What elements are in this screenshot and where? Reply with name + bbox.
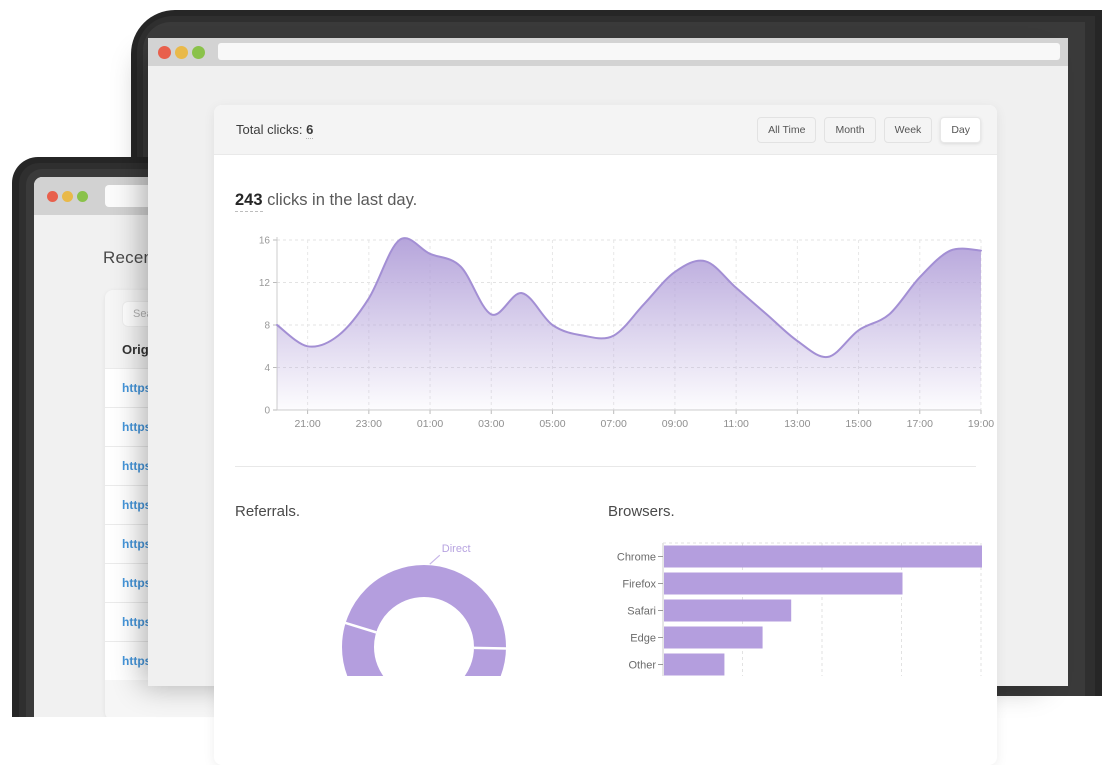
back-window-traffic-lights xyxy=(47,177,88,215)
front-window-traffic-lights xyxy=(158,38,205,66)
bar-category-label: Other xyxy=(628,660,656,672)
referrals-title: Referrals. xyxy=(235,503,301,520)
donut-label-leader xyxy=(429,554,441,565)
x-axis-tick-label: 01:00 xyxy=(417,418,443,430)
area-series-fill xyxy=(277,238,981,410)
short-link[interactable]: https: xyxy=(122,654,156,668)
zoom-icon[interactable] xyxy=(192,45,205,59)
minimize-icon[interactable] xyxy=(175,45,188,59)
filter-button-week[interactable]: Week xyxy=(883,116,933,143)
short-link[interactable]: https: xyxy=(122,537,156,551)
x-axis-tick-label: 09:00 xyxy=(662,418,688,430)
close-icon[interactable] xyxy=(47,190,58,202)
x-axis-tick-label: 19:00 xyxy=(968,418,994,430)
clicks-headline: 243 clicks in the last day. xyxy=(235,191,418,212)
zoom-icon[interactable] xyxy=(77,190,88,202)
x-axis-tick-label: 11:00 xyxy=(723,418,749,430)
x-axis-tick-label: 03:00 xyxy=(478,418,504,430)
x-axis-tick-label: 17:00 xyxy=(907,418,933,430)
filter-button-all-time[interactable]: All Time xyxy=(757,116,817,143)
donut-slice-label: Direct xyxy=(442,543,471,555)
y-axis-tick-label: 16 xyxy=(259,236,271,247)
short-link[interactable]: https: xyxy=(122,381,156,395)
bar-edge xyxy=(664,626,763,649)
donut-slice-divider xyxy=(344,621,377,634)
bar-category-label: Edge xyxy=(630,633,656,645)
bar-other xyxy=(664,653,725,676)
donut-slice-divider xyxy=(473,646,508,650)
front-window-titlebar xyxy=(148,38,1068,66)
x-axis-tick-label: 15:00 xyxy=(845,418,871,430)
y-axis-tick-label: 0 xyxy=(264,406,270,417)
time-filter-group: All Time Month Week Day xyxy=(757,116,981,143)
section-divider xyxy=(235,466,976,467)
analytics-card-header: Total clicks: 6 All Time Month Week Day xyxy=(214,105,997,155)
total-clicks-label: Total clicks: xyxy=(236,122,303,137)
area-series-line xyxy=(276,237,982,358)
browsers-bar-chart: Chrome Firefox Safari Edge Other xyxy=(617,542,982,676)
table-header-original-url: Origi xyxy=(122,342,153,357)
short-link[interactable]: https: xyxy=(122,576,156,590)
referrals-donut-chart: Direct xyxy=(342,543,508,676)
short-link[interactable]: https: xyxy=(122,498,156,512)
clicks-headline-text: clicks in the last day. xyxy=(262,191,418,209)
recent-links-heading: Recen xyxy=(103,248,154,267)
filter-button-day[interactable]: Day xyxy=(940,116,981,143)
total-clicks-value: 6 xyxy=(306,122,314,139)
x-axis-tick-label: 07:00 xyxy=(601,418,627,430)
x-axis-tick-label: 23:00 xyxy=(356,418,382,430)
filter-button-month[interactable]: Month xyxy=(824,116,876,143)
front-window-body: Total clicks: 6 All Time Month Week Day 243… xyxy=(148,66,1068,765)
close-icon[interactable] xyxy=(158,45,171,59)
x-axis-tick-label: 13:00 xyxy=(784,418,810,430)
clicks-area-chart: 0 4 8 12 16 21:00 23:00 01:00 03:00 05:00 07:00 09:… xyxy=(259,236,994,431)
total-clicks: Total clicks: 6 xyxy=(236,122,314,139)
bar-category-label: Chrome xyxy=(617,552,656,564)
short-link[interactable]: https: xyxy=(122,459,156,473)
front-window-url-bar[interactable] xyxy=(218,43,1060,60)
x-axis-tick-label: 05:00 xyxy=(539,418,565,430)
y-axis-tick-label: 8 xyxy=(264,321,270,332)
bar-firefox xyxy=(664,572,903,595)
y-axis-tick-label: 4 xyxy=(264,363,270,374)
front-window: Total clicks: 6 All Time Month Week Day 243… xyxy=(148,38,1068,765)
analytics-card: Total clicks: 6 All Time Month Week Day 243… xyxy=(214,105,997,765)
clicks-headline-count: 243 xyxy=(235,191,263,212)
y-axis-tick-label: 12 xyxy=(259,278,271,289)
bar-category-label: Safari xyxy=(627,606,656,618)
donut-ring xyxy=(342,565,506,676)
browsers-title: Browsers. xyxy=(608,503,675,520)
bar-chrome xyxy=(664,545,982,568)
minimize-icon[interactable] xyxy=(62,190,73,202)
bar-safari xyxy=(664,599,792,622)
short-link[interactable]: https: xyxy=(122,420,156,434)
x-axis-tick-label: 21:00 xyxy=(294,418,320,430)
short-link[interactable]: https: xyxy=(122,615,156,629)
bar-category-label: Firefox xyxy=(622,579,656,591)
